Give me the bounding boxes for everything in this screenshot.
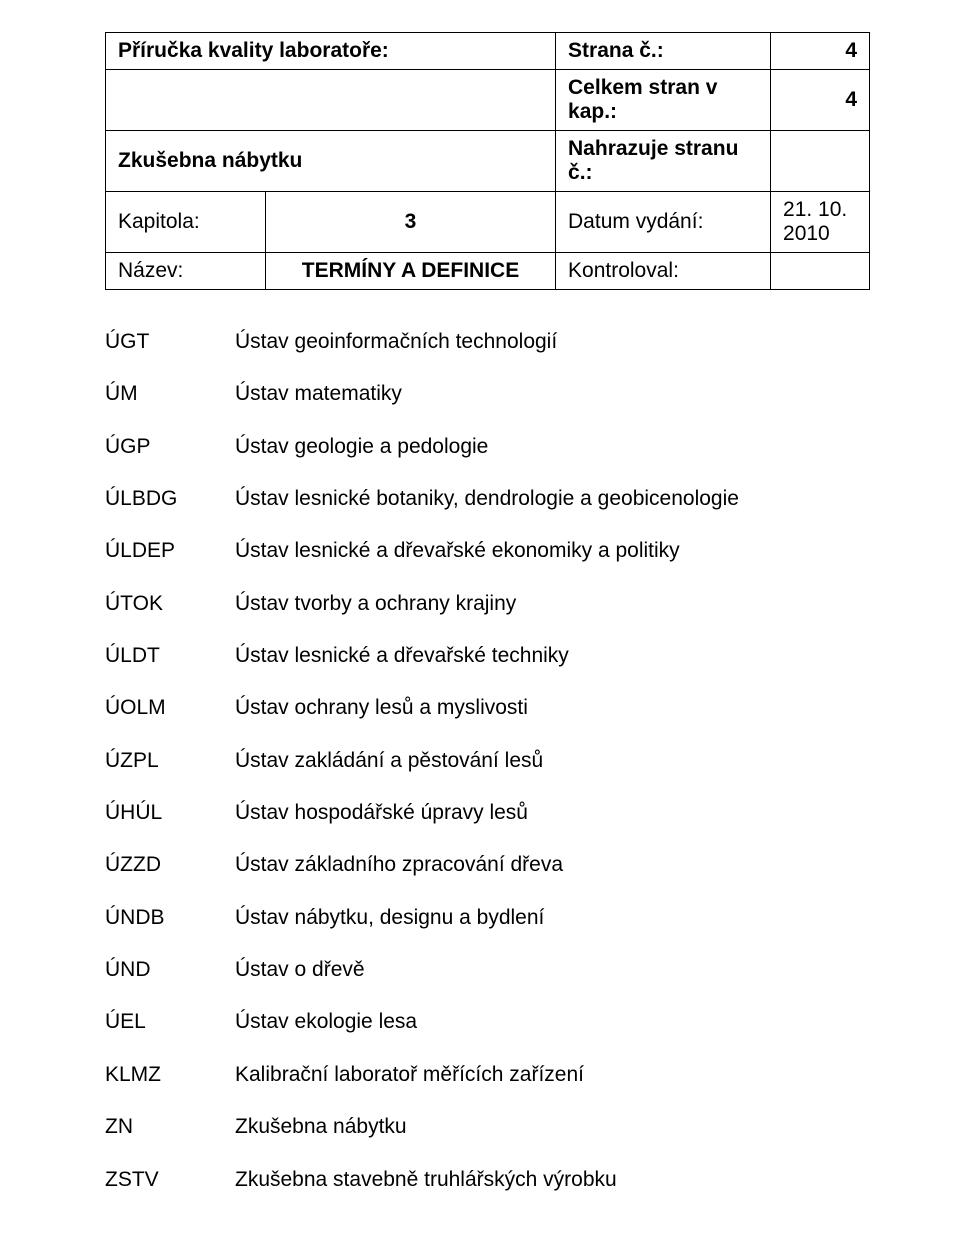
abbr-term: ÚM — [105, 380, 225, 408]
abbr-description: Ústav geologie a pedologie — [235, 433, 870, 461]
abbr-description: Ústav tvorby a ochrany krajiny — [235, 590, 870, 618]
abbr-term: ÚGT — [105, 328, 225, 356]
header-row-1: Příručka kvality laboratoře: Strana č.: … — [106, 33, 870, 70]
abbr-description: Ústav zakládání a pěstování lesů — [235, 747, 870, 775]
header-empty — [106, 70, 556, 131]
header-name-label: Název: — [106, 253, 266, 290]
abbr-term: ÚEL — [105, 1008, 225, 1036]
header-controlled-label: Kontroloval: — [556, 253, 771, 290]
abbr-term: ÚTOK — [105, 590, 225, 618]
abbr-description: Zkušebna nábytku — [235, 1113, 870, 1141]
header-row-3: Zkušebna nábytku Nahrazuje stranu č.: — [106, 131, 870, 192]
abbr-description: Ústav lesnické a dřevařské ekonomiky a p… — [235, 537, 870, 565]
abbr-term: ÚLBDG — [105, 485, 225, 513]
abbr-description: Ústav ochrany lesů a myslivosti — [235, 694, 870, 722]
abbr-term: ÚOLM — [105, 694, 225, 722]
header-page-value: 4 — [771, 33, 870, 70]
header-row-2: Celkem stran v kap.: 4 — [106, 70, 870, 131]
header-date-value: 21. 10. 2010 — [771, 192, 870, 253]
abbr-description: Ústav matematiky — [235, 380, 870, 408]
header-page-label: Strana č.: — [556, 33, 771, 70]
page: Příručka kvality laboratoře: Strana č.: … — [0, 0, 960, 1254]
abbr-description: Ústav základního zpracování dřeva — [235, 851, 870, 879]
header-name-value: TERMÍNY A DEFINICE — [266, 253, 556, 290]
header-controlled-value — [771, 253, 870, 290]
header-chapter-value: 3 — [266, 192, 556, 253]
header-replaces-label: Nahrazuje stranu č.: — [556, 131, 771, 192]
definitions-list: ÚGT Ústav geoinformačních technologií ÚM Ús… — [105, 328, 870, 1194]
header-title: Příručka kvality laboratoře: — [106, 33, 556, 70]
abbr-term: ÚHÚL — [105, 799, 225, 827]
abbr-description: Ústav lesnické a dřevařské techniky — [235, 642, 870, 670]
abbr-description: Kalibrační laboratoř měřících zařízení — [235, 1061, 870, 1089]
abbr-term: ÚZZD — [105, 851, 225, 879]
header-total-value: 4 — [771, 70, 870, 131]
header-chapter-label: Kapitola: — [106, 192, 266, 253]
abbr-term: KLMZ — [105, 1061, 225, 1089]
abbr-term: ZN — [105, 1113, 225, 1141]
abbr-description: Ústav lesnické botaniky, dendrologie a g… — [235, 485, 870, 513]
header-subtitle: Zkušebna nábytku — [106, 131, 556, 192]
header-replaces-value — [771, 131, 870, 192]
abbr-description: Ústav nábytku, designu a bydlení — [235, 904, 870, 932]
abbr-term: ÚLDT — [105, 642, 225, 670]
abbr-description: Ústav geoinformačních technologií — [235, 328, 870, 356]
abbr-description: Ústav o dřevě — [235, 956, 870, 984]
header-table: Příručka kvality laboratoře: Strana č.: … — [105, 32, 870, 290]
header-row-4: Kapitola: 3 Datum vydání: 21. 10. 2010 — [106, 192, 870, 253]
header-date-label: Datum vydání: — [556, 192, 771, 253]
abbr-term: ÚZPL — [105, 747, 225, 775]
abbr-term: ÚLDEP — [105, 537, 225, 565]
header-total-label: Celkem stran v kap.: — [556, 70, 771, 131]
abbr-term: ÚNDB — [105, 904, 225, 932]
abbr-term: ÚND — [105, 956, 225, 984]
header-row-5: Název: TERMÍNY A DEFINICE Kontroloval: — [106, 253, 870, 290]
abbr-term: ÚGP — [105, 433, 225, 461]
abbr-description: Ústav hospodářské úpravy lesů — [235, 799, 870, 827]
abbr-description: Ústav ekologie lesa — [235, 1008, 870, 1036]
